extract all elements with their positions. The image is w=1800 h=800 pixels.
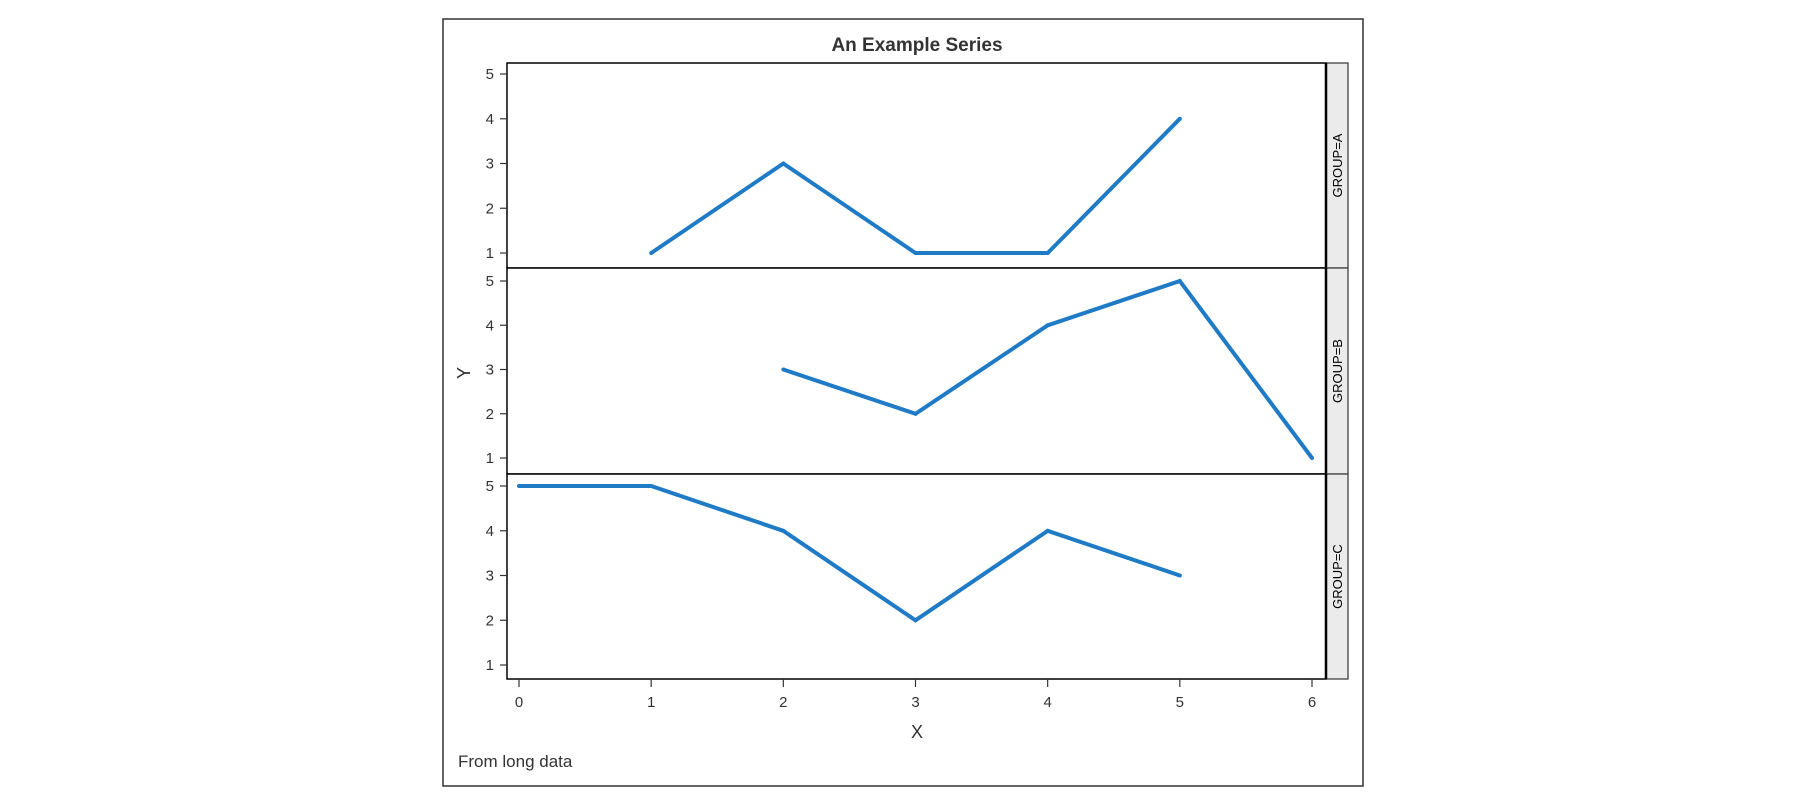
panel-a: GROUP=A 1 2 3 4 5 [486,62,1349,269]
data-point [649,251,654,255]
x-tick-label: 5 [1176,694,1184,711]
y-tick-label: 3 [486,156,494,173]
y-tick-label: 2 [486,406,494,423]
y-tick-label: 2 [486,612,494,629]
data-point [1177,573,1182,578]
data-point [1045,251,1050,255]
y-tick-label: 5 [486,478,494,495]
plot-area [506,62,1327,269]
panel-c: GROUP=C 1 2 3 4 5 [486,473,1349,680]
x-tick-label: 2 [779,694,787,711]
y-tick-label: 1 [486,450,494,467]
y-tick-label: 1 [486,245,494,262]
x-tick-label: 1 [647,694,655,711]
plot-area [506,473,1327,680]
plot-area [506,267,1327,475]
x-tick-label: 6 [1308,694,1316,711]
data-point [1045,323,1050,328]
series-line-c [519,484,1181,623]
data-point [1177,279,1182,283]
y-tick-label: 4 [486,523,494,540]
panels: GROUP=A 1 2 3 4 5 GROUP=B 1 2 3 4 5 GROUP=C 1 2 3 4 5 [486,62,1349,680]
data-point [781,528,786,533]
panel-b: GROUP=B 1 2 3 4 5 [486,267,1349,475]
data-point [913,618,918,623]
data-point [517,484,521,488]
y-tick-label: 5 [486,273,494,290]
footnote: From long data [458,752,573,771]
data-point [781,367,786,372]
x-tick-label: 0 [515,694,523,711]
y-tick-label: 3 [486,362,494,379]
data-point [649,484,654,488]
x-axis-label: X [911,722,923,742]
group-label: GROUP=C [1330,544,1345,609]
data-point [781,161,786,166]
y-axis-label: Y [454,367,474,379]
y-tick-label: 4 [486,111,494,128]
data-point [1310,456,1314,460]
group-label: GROUP=B [1330,339,1345,403]
data-point [1177,116,1182,121]
chart-title: An Example Series [831,35,1002,56]
x-tick-label: 3 [911,694,919,711]
x-axis: 0 1 2 3 4 5 6 [515,679,1316,711]
y-tick-label: 2 [486,200,494,217]
y-tick-label: 5 [486,66,494,83]
data-point [913,411,918,416]
y-tick-label: 4 [486,317,494,334]
x-tick-label: 4 [1043,694,1051,711]
y-tick-label: 3 [486,568,494,585]
data-point [1045,528,1050,533]
group-label: GROUP=A [1330,133,1345,197]
data-point [913,251,918,255]
y-tick-label: 1 [486,657,494,674]
